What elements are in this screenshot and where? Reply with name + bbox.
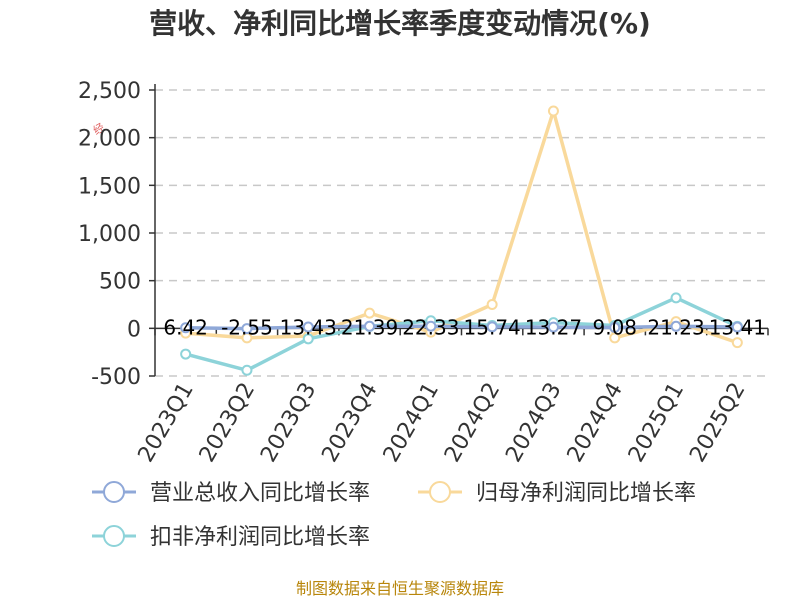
data-point [180, 322, 192, 334]
y-tick-label: -500 [91, 365, 141, 390]
x-tick-label: 2024Q2 [440, 379, 505, 467]
x-tick-label: 2023Q3 [256, 379, 321, 467]
series-line [185, 296, 739, 373]
data-label: 15.74 [464, 315, 521, 339]
y-tick-label: 500 [99, 270, 141, 295]
data-label: 6.42 [163, 315, 208, 339]
data-point [364, 320, 376, 332]
data-label: -2.55 [221, 315, 273, 339]
data-point [241, 323, 253, 335]
x-tick-label: 2024Q4 [563, 379, 628, 467]
x-tick-label: 2023Q1 [134, 379, 199, 467]
data-point [302, 321, 314, 333]
legend-swatch-marker [103, 525, 125, 547]
x-tick-label: 2023Q2 [195, 379, 260, 467]
data-point [731, 337, 743, 349]
source-note: 制图数据来自恒生聚源数据库 [296, 579, 504, 598]
chart-title: 营收、净利同比增长率季度变动情况(%) [149, 7, 651, 40]
data-point [670, 292, 682, 304]
data-point [731, 321, 743, 333]
y-tick-label: 2,500 [78, 79, 141, 104]
legend-swatch-marker [103, 481, 125, 503]
legend-label: 归母净利润同比增长率 [476, 481, 696, 506]
data-label: 13.27 [525, 315, 582, 339]
data-point [364, 307, 376, 319]
data-point [486, 299, 498, 310]
data-point [609, 321, 621, 333]
x-tick-label: 2024Q1 [379, 378, 444, 466]
x-tick-label: 2025Q1 [624, 379, 689, 467]
x-tick-label: 2025Q2 [685, 379, 750, 467]
series-line [185, 324, 738, 331]
data-label: 21.23 [647, 315, 704, 339]
data-point [241, 364, 253, 376]
data-point [425, 320, 437, 332]
y-tick-label: 1,000 [78, 222, 141, 247]
y-tick-label: 1,500 [78, 174, 141, 199]
data-point [180, 348, 192, 360]
data-point [302, 333, 314, 345]
legend-label: 营业总收入同比增长率 [150, 481, 370, 506]
series-layer [180, 105, 743, 376]
data-point [609, 332, 621, 344]
data-label: 13.41 [709, 315, 766, 339]
data-label: 9.08 [592, 315, 637, 339]
grid [155, 89, 768, 377]
y-tick-label: 0 [127, 317, 141, 342]
data-point [670, 320, 682, 332]
legend-swatch-marker [429, 481, 451, 503]
x-tick-label: 2023Q4 [317, 379, 382, 467]
data-point [547, 321, 559, 333]
series-line [185, 109, 738, 345]
data-point [486, 321, 498, 333]
data-point [547, 105, 559, 117]
data-labels: 6.42 -2.55 13.43 21.39 22.33 15.74 13.27 9.08 21… [163, 315, 766, 339]
x-tick-label: 2024Q3 [501, 379, 566, 467]
legend-label: 扣非净利润同比增长率 [150, 525, 370, 550]
data-label: 22.33 [402, 315, 459, 339]
data-label: 21.39 [341, 315, 398, 339]
y-tick-label: 2,000 [78, 127, 141, 152]
data-label: 13.43 [280, 315, 337, 339]
